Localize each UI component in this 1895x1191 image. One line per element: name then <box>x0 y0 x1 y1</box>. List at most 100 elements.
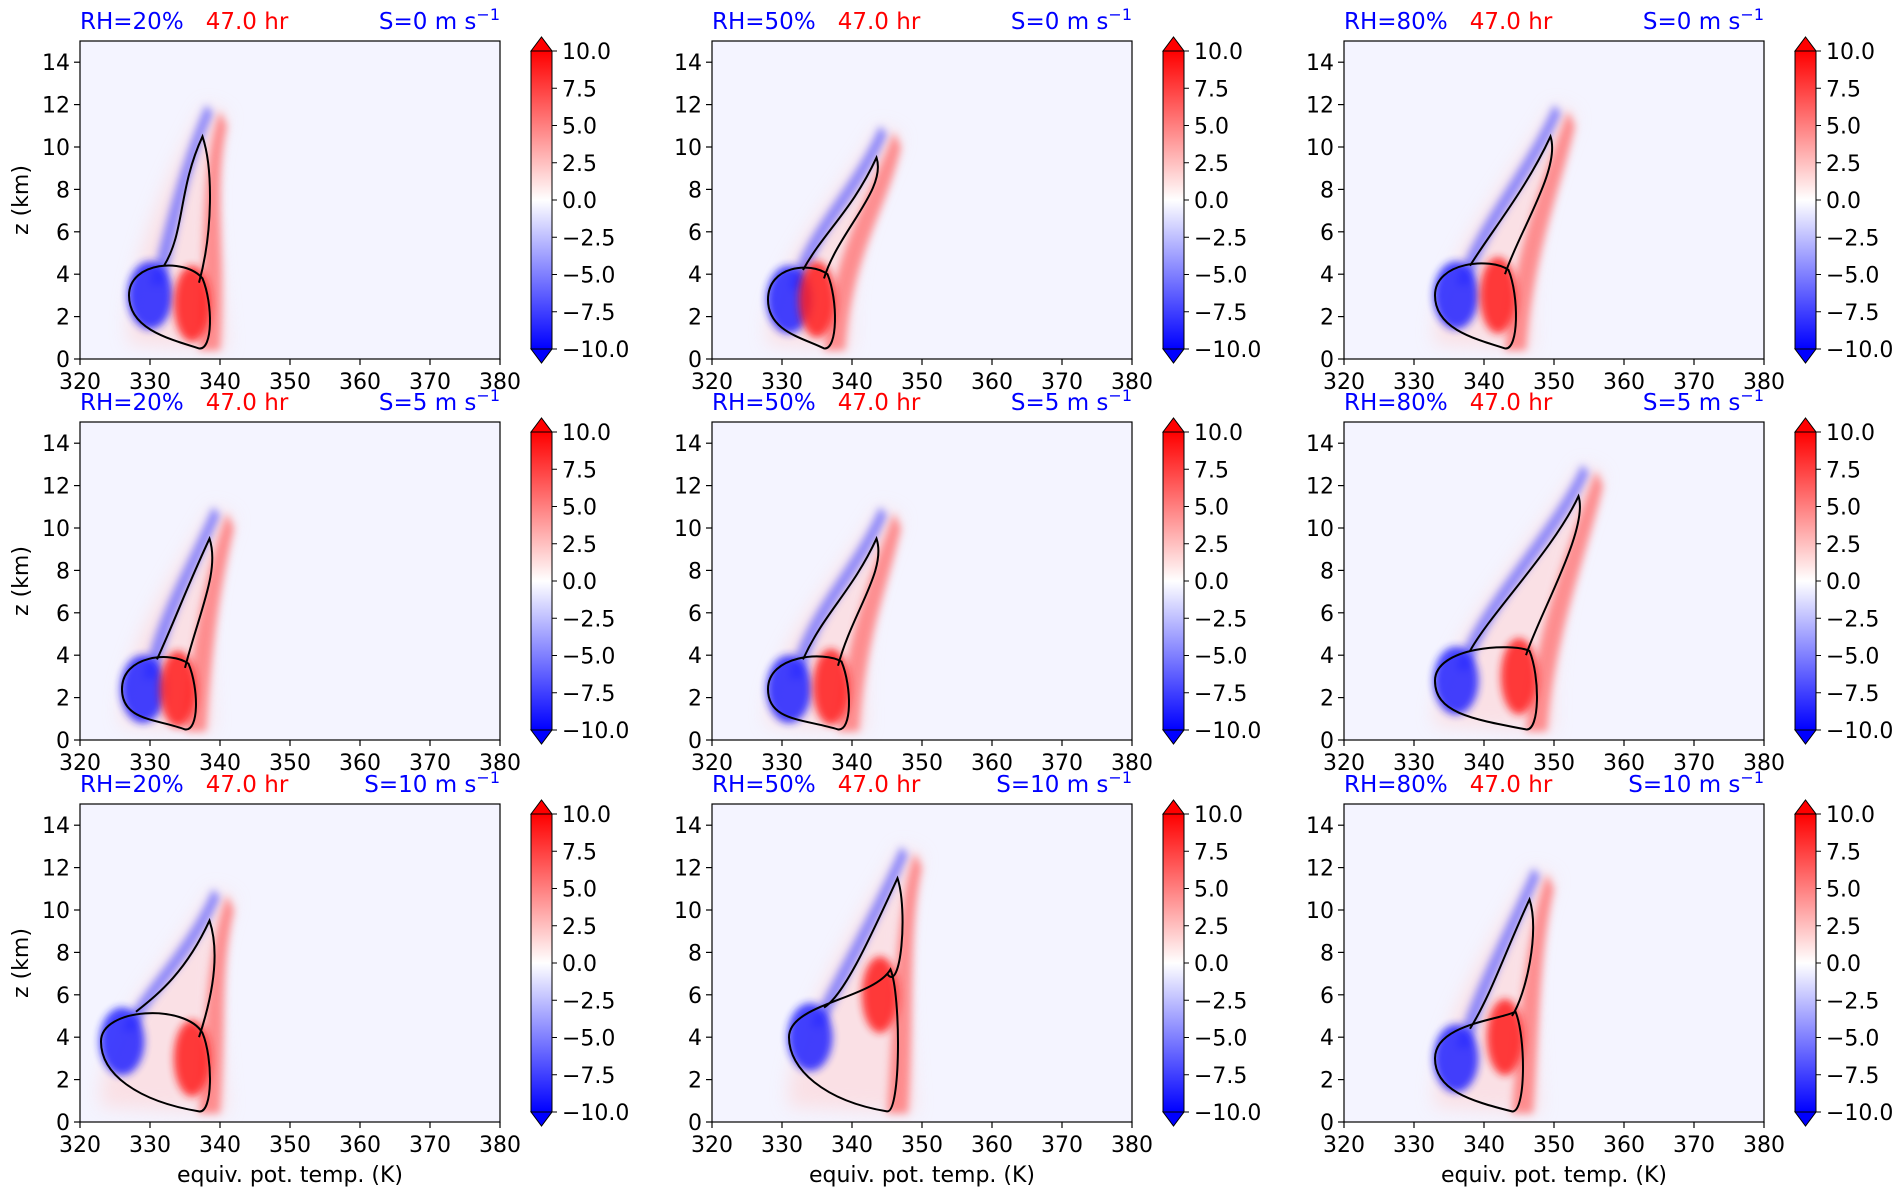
colorbar-tick-label: 5.0 <box>1194 115 1229 140</box>
colorbar-gradient <box>530 431 553 731</box>
y-tick-label: 8 <box>56 559 70 584</box>
x-tick-label: 380 <box>479 370 521 395</box>
colorbar-tick-label: 10.0 <box>562 40 611 65</box>
colorbar-extend-min <box>1162 729 1185 745</box>
y-tick-label: 4 <box>56 644 70 669</box>
contour-line <box>802 154 879 279</box>
panel-title-rh: RH=20% <box>80 9 184 35</box>
colorbar-tick-label: 7.5 <box>562 458 597 483</box>
y-tick-label: 6 <box>688 602 702 627</box>
x-tick-label: 350 <box>1533 1133 1575 1158</box>
contour-field <box>127 104 227 351</box>
y-tick-label: 6 <box>56 221 70 246</box>
colorbar-extend-min <box>1794 729 1817 745</box>
colorbar-extend-max <box>530 36 553 52</box>
colorbar-tick-label: −10.0 <box>1826 338 1893 363</box>
contour-line <box>1433 1010 1524 1113</box>
x-tick-label: 340 <box>831 751 873 776</box>
panel-title-rh: RH=50% <box>712 390 816 416</box>
colorbar-tick-label: 0.0 <box>1826 189 1861 214</box>
y-tick-label: 4 <box>1320 1026 1334 1051</box>
x-tick-label: 350 <box>901 751 943 776</box>
x-tick-label: 360 <box>339 1133 381 1158</box>
colorbar-tick-label: −5.0 <box>562 264 615 289</box>
x-tick-label: 350 <box>901 1133 943 1158</box>
x-tick-label: 320 <box>59 751 101 776</box>
y-tick-label: 10 <box>42 899 70 924</box>
y-tick-label: 14 <box>1306 432 1334 457</box>
panel-title-shear: S=0 m s−1 <box>1643 5 1764 35</box>
y-tick-label: 14 <box>674 51 702 76</box>
colorbar-tick-label: −5.0 <box>1194 264 1247 289</box>
panel-3: 320 330 340 350 360 370 380 0 2 4 6 8 10 12 14 RH=80% 47… <box>1306 5 1893 395</box>
panel-title-time: 47.0 hr <box>206 390 289 416</box>
colorbar-tick-label: −10.0 <box>1194 719 1261 744</box>
y-tick-label: 2 <box>1320 687 1334 712</box>
colorbar-tick-label: 7.5 <box>562 840 597 865</box>
colorbar-tick-label: −5.0 <box>1194 645 1247 670</box>
y-tick-label: 12 <box>1306 94 1334 119</box>
colorbar-extend-max <box>1794 417 1817 433</box>
colorbar-tick-label: −7.5 <box>1194 1064 1247 1089</box>
positive-core <box>173 1020 211 1097</box>
x-tick-label: 360 <box>971 751 1013 776</box>
panel-title-rh: RH=50% <box>712 772 816 798</box>
colorbar-tick-label: −5.0 <box>1194 1027 1247 1052</box>
positive-streak <box>1505 110 1575 351</box>
y-tick-label: 2 <box>1320 1069 1334 1094</box>
contour-line <box>99 1012 211 1113</box>
colorbar-tick-label: −7.5 <box>1826 1064 1879 1089</box>
x-tick-label: 350 <box>269 1133 311 1158</box>
panel-title-shear: S=10 m s−1 <box>364 768 500 798</box>
colorbar-tick-label: 10.0 <box>562 421 611 446</box>
negative-streak <box>143 506 220 679</box>
colorbar-tick-label: 10.0 <box>1194 421 1243 446</box>
y-tick-label: 8 <box>56 178 70 203</box>
x-tick-label: 320 <box>59 370 101 395</box>
colorbar-tick-label: −7.5 <box>1194 301 1247 326</box>
y-tick-label: 10 <box>1306 517 1334 542</box>
y-axis-label: z (km) <box>9 928 34 998</box>
panel-title-time: 47.0 hr <box>206 9 289 35</box>
colorbar-tick-label: 10.0 <box>1194 40 1243 65</box>
colorbar-tick-label: −2.5 <box>1194 989 1247 1014</box>
colorbar-tick-label: −2.5 <box>1826 607 1879 632</box>
x-axis-label: equiv. pot. temp. (K) <box>809 1163 1035 1188</box>
y-tick-label: 0 <box>1320 348 1334 373</box>
y-tick-label: 10 <box>42 136 70 161</box>
panel-title-time: 47.0 hr <box>206 772 289 798</box>
contour-line <box>802 535 880 667</box>
x-tick-label: 350 <box>1533 370 1575 395</box>
y-tick-label: 6 <box>1320 221 1334 246</box>
y-tick-label: 6 <box>56 602 70 627</box>
panel-8: 320 330 340 350 360 370 380 0 2 4 6 8 10 12 14 RH=50% 47… <box>674 768 1261 1188</box>
x-tick-label: 370 <box>409 751 451 776</box>
panel-title-rh: RH=20% <box>80 390 184 416</box>
positive-core <box>159 650 197 728</box>
colorbar-tick-label: −7.5 <box>562 301 615 326</box>
panel-title-shear: S=5 m s−1 <box>1643 386 1764 416</box>
colorbar-tick-label: 5.0 <box>562 115 597 140</box>
y-tick-label: 10 <box>674 899 702 924</box>
contour-line <box>766 266 836 350</box>
x-tick-label: 320 <box>1323 1133 1365 1158</box>
colorbar: 10.0 7.5 5.0 2.5 0.0 −2.5 −5.0 −7.5 −10.0 <box>1794 417 1893 745</box>
colorbar-tick-label: 7.5 <box>1194 840 1229 865</box>
x-tick-label: 380 <box>479 751 521 776</box>
x-tick-label: 340 <box>199 751 241 776</box>
colorbar-tick-label: −5.0 <box>1826 1027 1879 1052</box>
x-tick-label: 330 <box>129 1133 171 1158</box>
colorbar-gradient <box>1794 50 1817 350</box>
y-tick-label: 14 <box>42 432 70 457</box>
panel-9: 320 330 340 350 360 370 380 0 2 4 6 8 10 12 14 RH=80% 47… <box>1306 768 1893 1188</box>
contour-line <box>120 656 197 731</box>
x-tick-label: 350 <box>269 751 311 776</box>
y-tick-label: 14 <box>42 51 70 76</box>
y-tick-label: 0 <box>688 1111 702 1136</box>
y-tick-label: 6 <box>688 984 702 1009</box>
x-tick-label: 350 <box>269 370 311 395</box>
positive-streak <box>824 132 901 351</box>
y-tick-label: 14 <box>1306 814 1334 839</box>
colorbar-gradient <box>530 813 553 1113</box>
